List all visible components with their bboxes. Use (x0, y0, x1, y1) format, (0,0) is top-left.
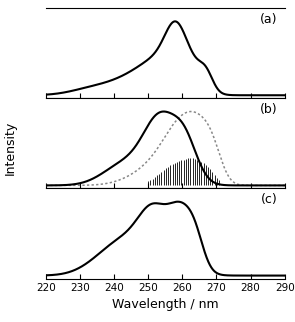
X-axis label: Wavelength / nm: Wavelength / nm (112, 298, 219, 310)
Text: (a): (a) (260, 13, 278, 25)
Text: (b): (b) (260, 103, 278, 116)
Text: Intensity: Intensity (4, 121, 17, 175)
Text: (c): (c) (261, 193, 278, 206)
